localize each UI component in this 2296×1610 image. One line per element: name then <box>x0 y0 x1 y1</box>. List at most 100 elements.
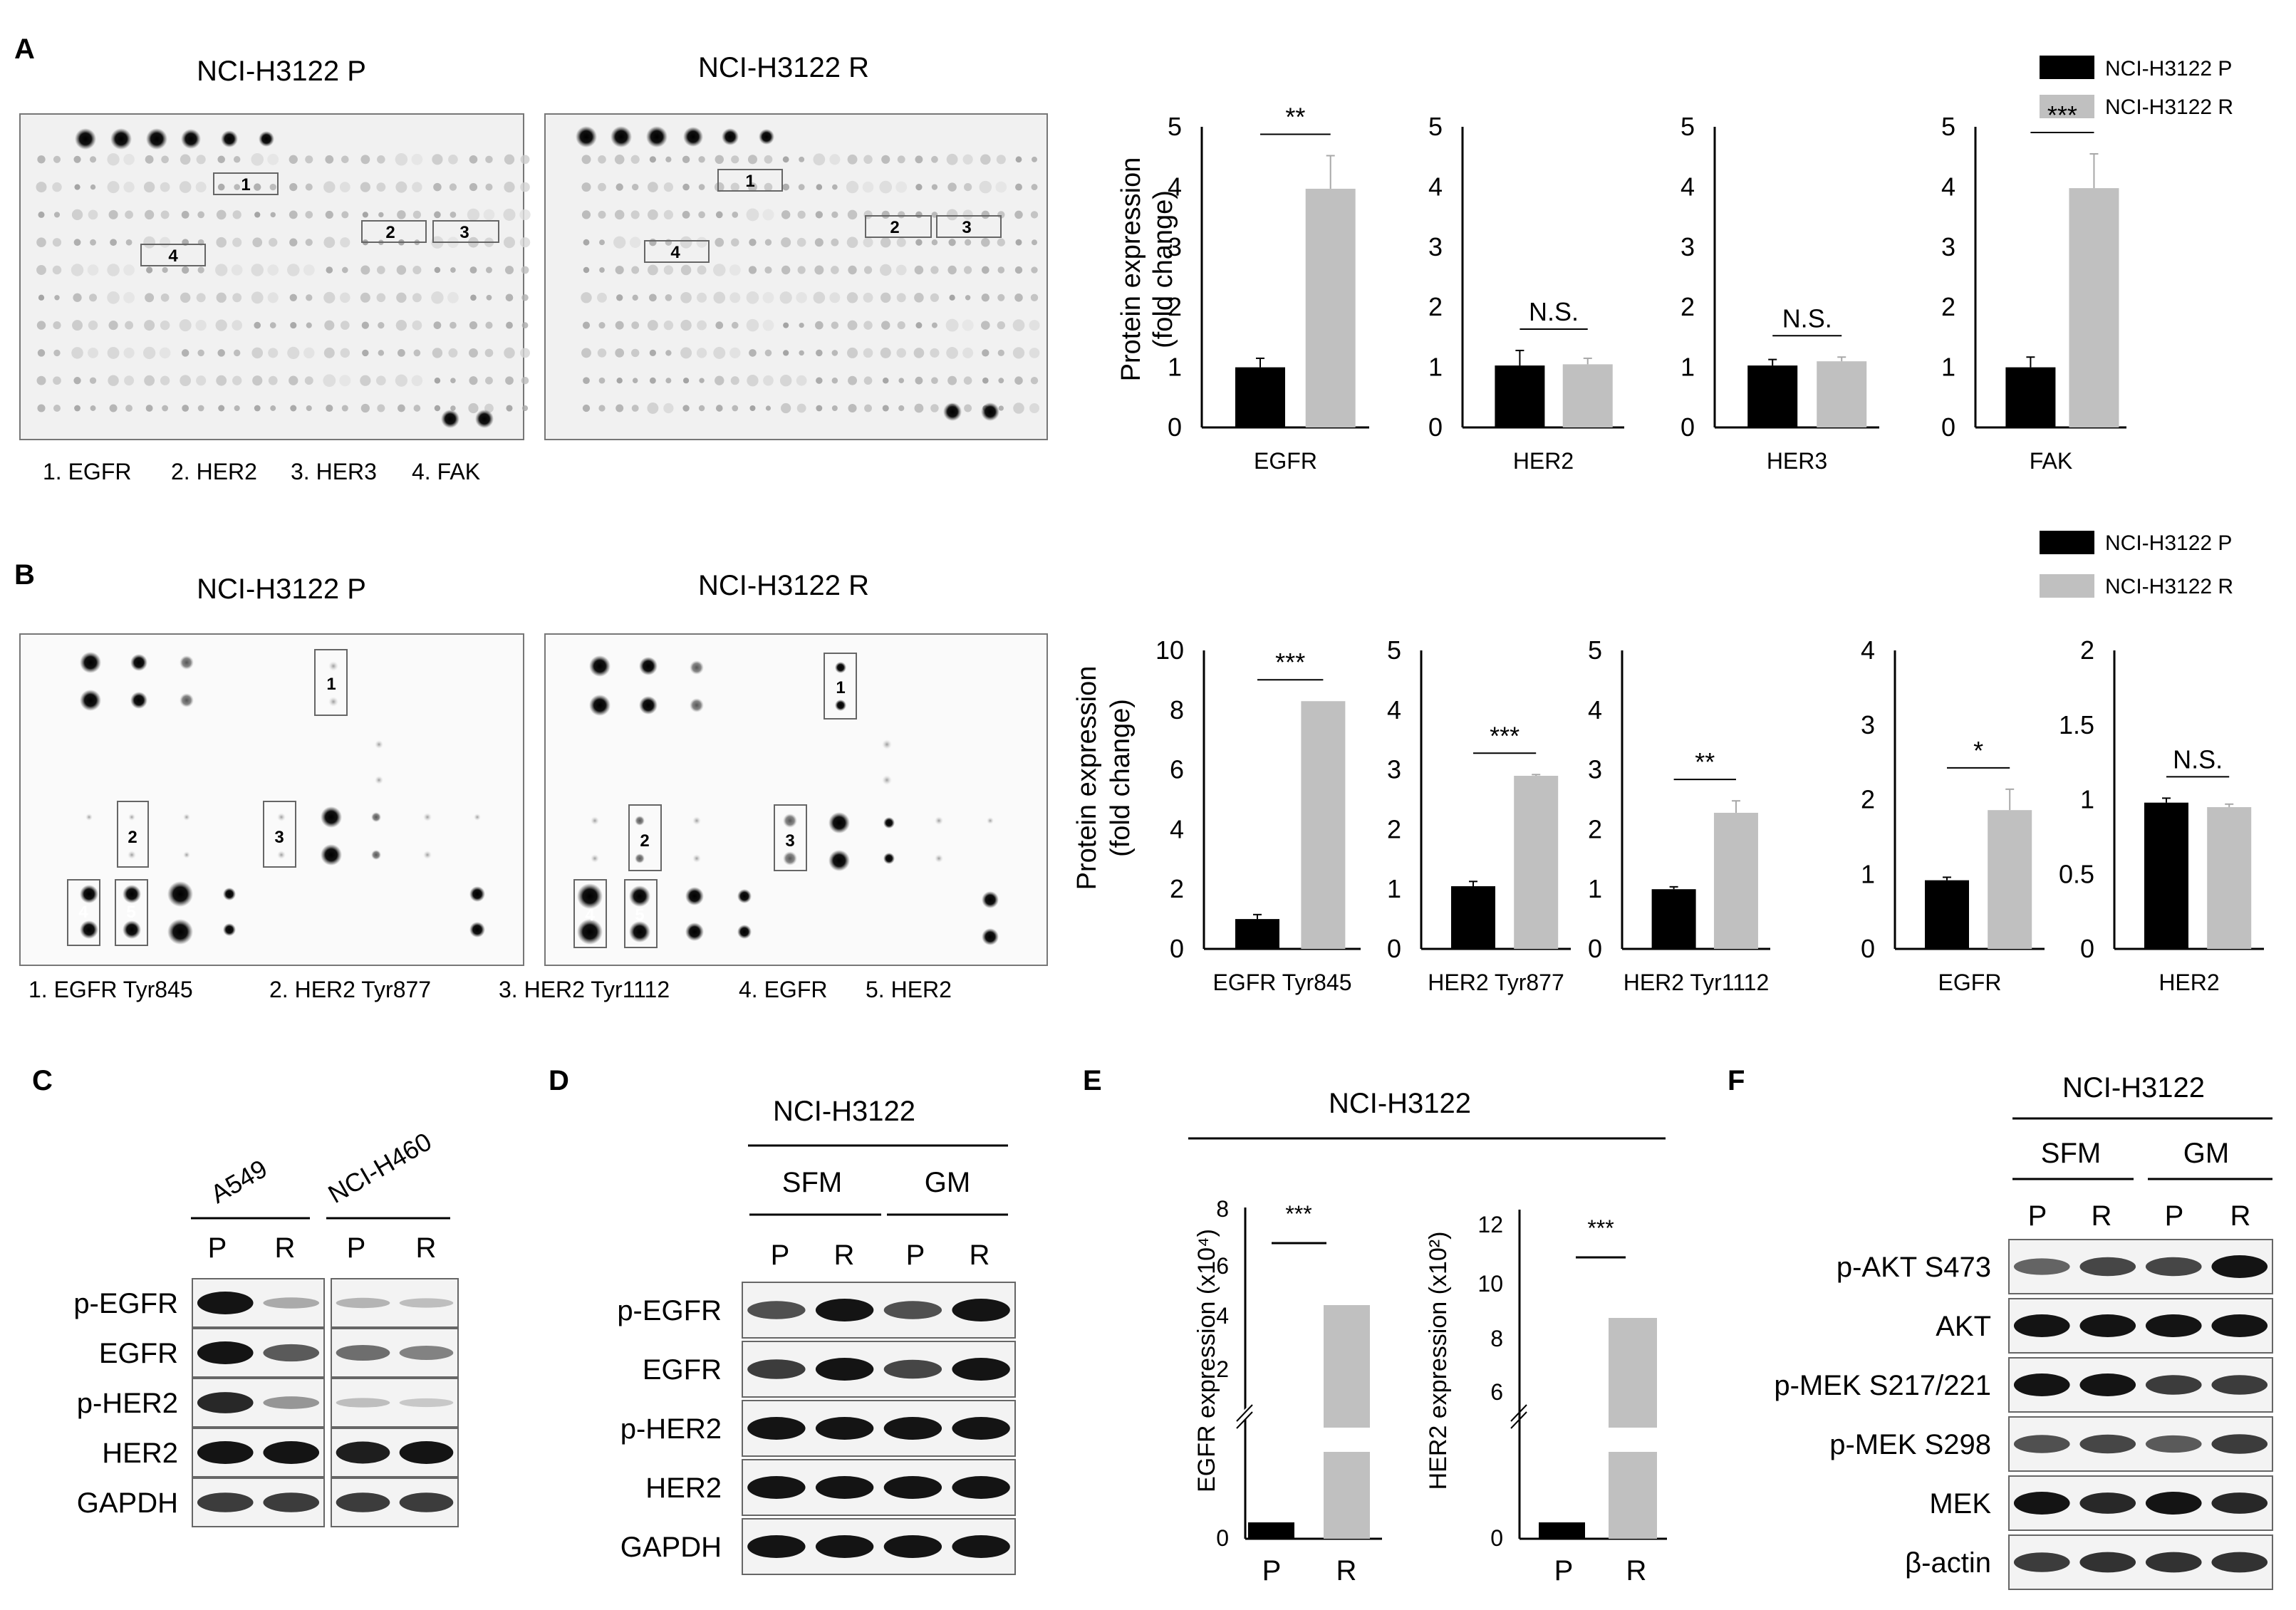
panel-f-letter: F <box>1728 1065 1745 1096</box>
ylabel-b-line2: (fold change) <box>1106 699 1136 857</box>
ytick-label: 4 <box>1941 172 1955 201</box>
x-axis-label: EGFR Tyr845 <box>1212 970 1351 995</box>
band <box>815 1358 874 1381</box>
bar-p <box>1539 1522 1585 1539</box>
ytick-label: 4 <box>1588 695 1602 724</box>
band <box>815 1476 874 1499</box>
band <box>747 1301 806 1319</box>
legend-swatch-r <box>2040 574 2094 598</box>
ytick-label: 5 <box>1941 112 1955 141</box>
band <box>2211 1434 2268 1454</box>
blot-f: P R P Rp-AKT S473 AKT p-MEK S217/221 p-MEK S29… <box>1774 1200 2273 1590</box>
condition-gm: GM <box>2183 1138 2229 1169</box>
band <box>2013 1492 2070 1515</box>
bar-r-lower <box>1609 1452 1657 1539</box>
svg-text:2: 2 <box>640 831 649 851</box>
band <box>263 1441 320 1464</box>
bar-r <box>1562 364 1613 427</box>
array-box-1 <box>213 172 279 195</box>
ytick-label: 3 <box>1428 232 1443 261</box>
svg-text:3: 3 <box>274 828 284 847</box>
ytick-label: 10 <box>1477 1271 1503 1297</box>
ylabel-b-line1: Protein expression <box>1072 666 1102 890</box>
panel-d-title: NCI-H3122 <box>773 1096 915 1127</box>
chart-e-egfr: EGFR expression (x10⁴) 8 6 4 2 0 *** P R <box>1193 1196 1382 1586</box>
array-box-2 <box>628 804 662 871</box>
ytick-label: 2 <box>1681 292 1695 321</box>
legend-swatch-p <box>2040 56 2094 79</box>
ytick-label: 0 <box>1428 412 1443 442</box>
significance-label: *** <box>1275 648 1305 677</box>
ytick-label: 4 <box>1170 814 1184 843</box>
svg-text:2: 2 <box>890 218 899 237</box>
band <box>883 1417 942 1440</box>
band <box>2211 1552 2268 1573</box>
panel-a-caption: 1. EGFR 2. HER2 3. HER3 4. FAK <box>43 459 480 484</box>
svg-text:4. EGFR: 4. EGFR <box>739 977 827 1002</box>
legend-swatch-r <box>2040 95 2094 118</box>
panel-f-title: NCI-H3122 <box>2062 1072 2205 1103</box>
svg-text:4: 4 <box>168 246 178 266</box>
band <box>336 1344 390 1361</box>
ytick-label: 2 <box>1588 814 1602 843</box>
array-title-r: NCI-H3122 R <box>698 52 869 83</box>
band <box>197 1392 254 1413</box>
x-axis-label: HER2 Tyr877 <box>1428 970 1564 995</box>
xtick-label: R <box>1336 1555 1357 1586</box>
band <box>2013 1314 2070 1337</box>
ytick-label: 1 <box>1428 353 1443 382</box>
panel-c-letter: C <box>32 1065 53 1096</box>
bar-p <box>1925 880 1969 949</box>
bar-p <box>1495 365 1545 427</box>
lane-label: P <box>347 1232 366 1264</box>
svg-text:4: 4 <box>78 903 88 922</box>
bar-p <box>1747 365 1798 427</box>
row-label: p-HER2 <box>77 1388 178 1419</box>
xtick-label: P <box>1262 1555 1282 1586</box>
lane-label: R <box>416 1232 437 1264</box>
panel-f: F NCI-H3122 SFM GM P R P Rp-AKT S473 AKT p-ME… <box>1728 1065 2273 1590</box>
ytick-label: 2 <box>1170 874 1184 903</box>
band <box>2013 1552 2070 1572</box>
array-box-4 <box>140 244 206 266</box>
band <box>815 1299 874 1321</box>
ytick-label: 3 <box>1168 232 1182 261</box>
x-axis-label: HER2 Tyr1112 <box>1624 970 1770 995</box>
band <box>883 1535 942 1558</box>
significance-label: ** <box>1695 747 1715 777</box>
panel-e-title: NCI-H3122 <box>1329 1088 1471 1119</box>
band <box>197 1292 254 1314</box>
ytick-label: 12 <box>1477 1212 1503 1237</box>
condition-gm: GM <box>925 1167 970 1198</box>
ytick-label: 5 <box>1428 112 1443 141</box>
svg-text:5: 5 <box>635 905 644 925</box>
panel-c: C A549 NCI-H460 P R P Rp-EGFR EGFR p-HER2 HER2… <box>32 1065 459 1527</box>
significance-label: N.S. <box>1782 303 1832 333</box>
svg-text:3. HER3: 3. HER3 <box>291 459 377 484</box>
svg-text:4: 4 <box>670 243 680 262</box>
panel-d: D NCI-H3122 SFM GM P R P Rp-EGFR EGFR p-HER2 H… <box>549 1065 1016 1575</box>
ytick-label: 1 <box>1588 874 1602 903</box>
array-box-4 <box>644 240 710 263</box>
ytick-label: 2 <box>1941 292 1955 321</box>
ytick-label: 4 <box>1681 172 1695 201</box>
band <box>2145 1314 2202 1337</box>
bar-r-upper <box>1324 1305 1370 1428</box>
svg-text:2. HER2: 2. HER2 <box>171 459 257 484</box>
svg-text:3: 3 <box>785 831 794 851</box>
band <box>336 1297 390 1309</box>
x-axis-label: FAK <box>2030 448 2072 474</box>
band <box>263 1492 320 1512</box>
band <box>336 1441 390 1464</box>
ytick-label: 1.5 <box>2059 710 2094 739</box>
significance-label: *** <box>2047 100 2077 130</box>
svg-text:1. EGFR: 1. EGFR <box>43 459 131 484</box>
ytick-label: 0 <box>2080 934 2094 963</box>
lane-label: R <box>2092 1200 2112 1232</box>
row-label: EGFR <box>643 1354 722 1386</box>
bar-p <box>2005 367 2056 427</box>
cell-line-h460: NCI-H460 <box>323 1126 437 1209</box>
bar-p <box>2144 802 2188 949</box>
band <box>883 1301 942 1319</box>
bar-p <box>1235 919 1279 949</box>
